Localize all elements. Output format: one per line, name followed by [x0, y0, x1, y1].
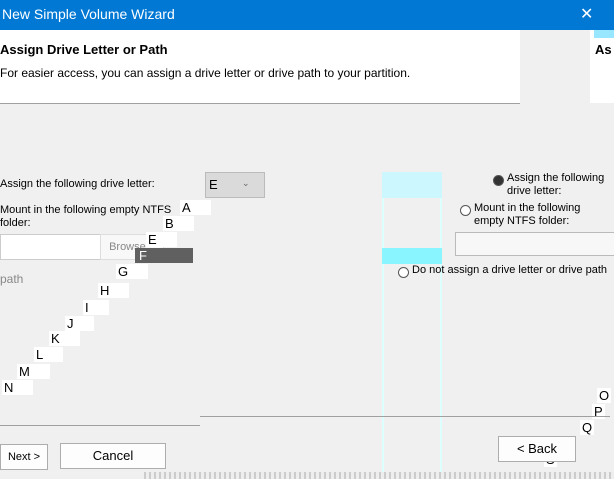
drive-letter-dropdown[interactable] — [205, 172, 265, 198]
accent-strip — [594, 30, 614, 38]
mount-label-fragment: Mount in the following empty NTFS folder… — [0, 204, 172, 229]
dropdown-option[interactable]: L — [34, 347, 64, 362]
dropdown-option[interactable]: K — [49, 331, 80, 346]
dropdown-option[interactable]: E — [146, 232, 177, 247]
cancel-button[interactable]: Cancel — [60, 443, 166, 469]
dropdown-option[interactable]: I — [83, 300, 109, 315]
dropdown-option[interactable]: G — [116, 264, 149, 279]
folder-path-input[interactable] — [0, 234, 102, 260]
glitch-block — [382, 172, 442, 198]
dropdown-option[interactable]: M — [17, 364, 50, 379]
page-title-fragment: As — [595, 42, 612, 57]
dropdown-option[interactable]: J — [65, 316, 94, 331]
dropdown-option[interactable]: A — [180, 200, 211, 215]
close-icon[interactable]: ✕ — [580, 6, 594, 23]
next-button[interactable]: Next > — [0, 444, 48, 470]
dropdown-option[interactable]: H — [98, 283, 130, 298]
title-bar — [0, 0, 614, 30]
wizard-header-fragment — [590, 30, 614, 103]
page-title: Assign Drive Letter or Path — [0, 42, 168, 57]
dropdown-option[interactable]: O — [597, 388, 612, 403]
dropdown-option-highlighted[interactable] — [135, 248, 193, 263]
dropdown-option[interactable]: B — [163, 216, 194, 231]
assign-letter-label: Assign the following drive letter: — [507, 172, 605, 197]
dropdown-option[interactable]: Q — [580, 420, 595, 435]
mount-path-input[interactable] — [455, 232, 614, 256]
window-title: New Simple Volume Wizard — [2, 6, 175, 22]
assign-letter-radio[interactable] — [493, 175, 504, 186]
back-button[interactable]: < Back — [498, 436, 576, 462]
chevron-down-icon[interactable]: ⌄ — [242, 178, 250, 188]
glitch-block — [382, 248, 442, 264]
mount-folder-radio[interactable] — [460, 205, 471, 216]
dropdown-option[interactable]: N — [2, 380, 34, 395]
no-assign-label: Do not assign a drive letter or drive pa… — [412, 264, 608, 276]
highlighted-letter: F — [139, 248, 147, 263]
wizard-header — [0, 30, 520, 104]
drive-letter-value: E — [209, 177, 218, 192]
resize-grip — [144, 472, 614, 479]
dropdown-option[interactable]: P — [592, 404, 605, 419]
assign-letter-label-fragment: Assign the following drive letter: — [0, 178, 155, 190]
mount-folder-label: Mount in the following empty NTFS folder… — [474, 202, 581, 227]
page-subtitle: For easier access, you can assign a driv… — [0, 66, 411, 80]
no-assign-radio[interactable] — [398, 267, 409, 278]
no-assign-fragment: path — [0, 272, 24, 286]
glitch-strip — [382, 172, 442, 477]
divider — [0, 425, 200, 426]
divider — [200, 416, 610, 417]
